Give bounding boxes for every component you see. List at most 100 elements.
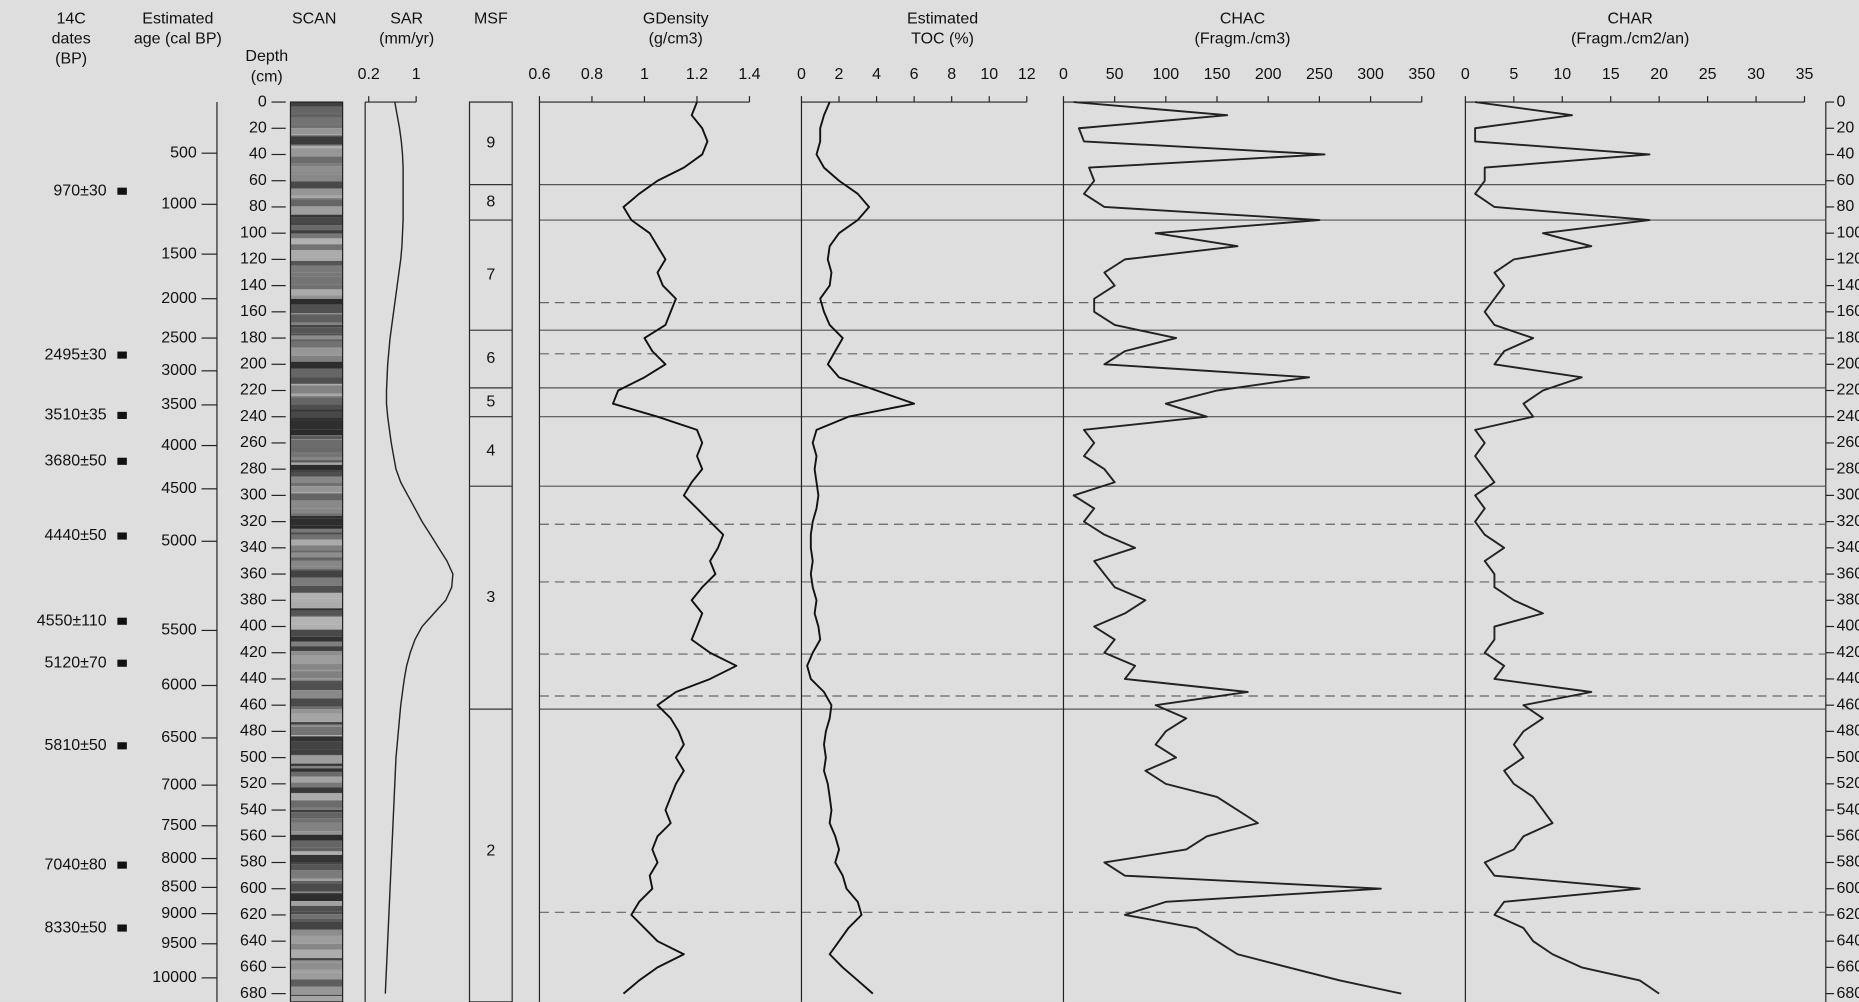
scan-stripe [290,471,342,472]
scan-stripe [290,261,342,266]
scan-stripe [290,664,342,670]
scan-stripe [290,912,342,914]
x-tick-label: 0.2 [358,66,380,83]
scan-stripe [290,234,342,239]
age-tick-label: 2500 [161,329,197,346]
scan-stripe [290,273,342,277]
scan-stripe [290,996,342,1002]
scan-stripe [290,125,342,129]
depth-tick-label: 640 [240,932,267,949]
depth-tick-label: 320 [1836,513,1859,530]
scan-stripe [290,199,342,206]
column-title: (g/cm3) [649,30,703,47]
scan-stripe [290,313,342,314]
scan-stripe [290,766,342,768]
x-tick-label: 20 [1650,66,1668,83]
column-title: MSF [474,10,508,27]
x-tick-label: 0.8 [581,66,603,83]
scan-stripe [290,963,342,970]
depth-tick-label: 180 [1836,329,1859,346]
scan-stripe [290,722,342,724]
depth-tick-label: 500 [240,749,267,766]
depth-tick-label: 140 [1836,277,1859,294]
x-tick-label: 150 [1204,66,1231,83]
x-tick-label: 6 [910,66,919,83]
depth-tick-label: 300 [240,487,267,504]
scan-stripe [290,646,342,651]
scan-stripe [290,148,342,156]
scan-stripe [290,164,342,166]
depth-tick-label: 280 [240,460,267,477]
x-tick-label: 1 [412,66,421,83]
age-tick-label: 3500 [161,396,197,413]
x-tick-label: 0 [1461,66,1470,83]
column-title: Estimated [142,10,213,27]
scan-stripe [290,356,342,362]
date-marker [117,660,126,667]
age-tick-label: 8500 [161,879,197,896]
scan-stripe [290,362,342,369]
scan-stripe [290,455,342,456]
scan-stripe [290,314,342,322]
x-tick-label: 35 [1796,66,1814,83]
scan-stripe [290,325,342,327]
date-label: 8330±50 [45,919,107,936]
depth-tick-label: 660 [1836,959,1859,976]
depth-tick-label: 420 [240,644,267,661]
depth-tick-label: 0 [1836,93,1845,110]
scan-stripe [290,787,342,792]
scan-stripe [290,438,342,439]
age-tick-label: 7500 [161,817,197,834]
x-tick-label: 4 [872,66,881,83]
scan-stripe [290,404,342,409]
scan-stripe [290,305,342,313]
scan-stripe [290,439,342,440]
age-tick-label: 9500 [161,935,197,952]
scan-stripe [290,244,342,250]
x-tick-label: 10 [1553,66,1571,83]
scan-stripe [290,434,342,435]
depth-tick-label: 0 [258,93,267,110]
scan-stripe [290,285,342,290]
page: {"chart_data": { "type": "stratigraphic"… [0,0,1859,1002]
depth-tick-label: 400 [240,618,267,635]
scan-stripe [290,429,342,434]
depth-tick-label: 620 [1836,906,1859,923]
scan-stripe [290,979,342,986]
scan-stripe [290,135,342,136]
scan-stripe [290,447,342,451]
date-label: 7040±80 [45,856,107,873]
scan-stripe [290,225,342,230]
scan-stripe [290,625,342,630]
scan-stripe [290,707,342,709]
scan-stripe [290,107,342,114]
scan-stripe [290,196,342,198]
scan-stripe [290,906,342,912]
age-tick-label: 10000 [152,969,197,986]
scan-stripe [290,641,342,646]
zone-label: 5 [486,394,495,411]
date-label: 5120±70 [45,654,107,671]
scan-stripe [290,881,342,883]
date-marker [117,924,126,931]
scan-stripe [290,567,342,569]
scan-stripe [290,299,342,305]
depth-tick-label: 300 [1836,487,1859,504]
date-label: 3510±35 [45,407,107,424]
scan-stripe [290,230,342,234]
depth-tick-label: 600 [1836,880,1859,897]
scan-stripe [290,452,342,456]
scan-stripe [290,460,342,462]
scan-stripe [290,893,342,894]
scan-stripe [290,136,342,144]
x-tick-label: 0.6 [528,66,550,83]
scan-stripe [290,931,342,936]
scan-stripe [290,735,342,736]
depth-tick-label: 440 [240,670,267,687]
scan-stripe [290,950,342,958]
scan-stripe [290,793,342,800]
scan-stripe [290,807,342,809]
depth-tick-label: 520 [240,775,267,792]
scan-stripe [290,383,342,384]
scan-stripe [290,930,342,931]
